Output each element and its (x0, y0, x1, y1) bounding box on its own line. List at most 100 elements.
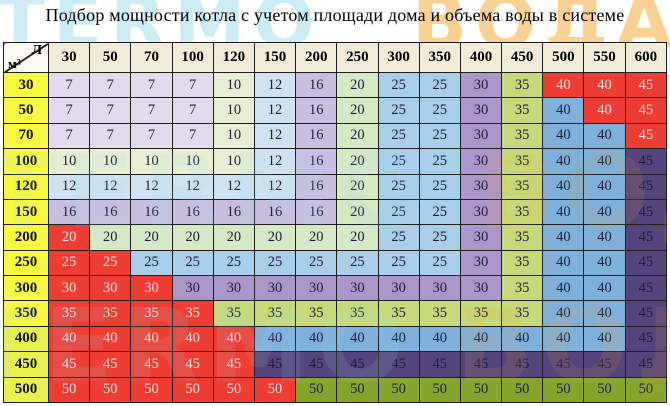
table-cell: 7 (47, 122, 91, 150)
column-header-30: 30 (47, 42, 91, 73)
table-cell: 20 (336, 71, 379, 99)
table-cell: 25 (418, 173, 461, 200)
table-cell: 35 (47, 300, 91, 327)
table-cell: 45 (624, 300, 668, 327)
table-cell: 16 (295, 173, 338, 200)
table-row-400: 400 40 40 40 40 40 40 40 40 40 40 40 40 40 40 45 (3, 325, 668, 353)
table-cell: 25 (377, 148, 420, 175)
table-cell: 10 (47, 148, 91, 175)
column-header-250: 250 (336, 42, 379, 73)
table-cell: 40 (542, 97, 585, 124)
table-cell: 16 (295, 97, 338, 124)
table-cell: 35 (501, 300, 544, 327)
table-row-100: 100 10 10 10 10 10 12 16 20 25 25 30 35 40 40 45 (3, 148, 668, 175)
table-cell: 40 (418, 325, 461, 353)
table-cell: 25 (377, 122, 420, 150)
table-cell: 40 (253, 325, 297, 353)
table-cell: 25 (377, 97, 420, 124)
table-cell: 45 (624, 122, 668, 150)
table-cell: 35 (418, 300, 461, 327)
table-cell: 7 (130, 122, 173, 150)
table-cell: 30 (377, 274, 420, 302)
table-cell: 25 (418, 249, 461, 277)
table-cell: 10 (212, 122, 255, 150)
table-cell: 25 (130, 249, 173, 277)
table-cell: 25 (418, 97, 461, 124)
column-header-100: 100 (171, 42, 214, 73)
table-cell: 10 (89, 148, 132, 175)
table-cell: 40 (542, 173, 585, 200)
table-cell: 12 (253, 71, 297, 99)
table-cell: 45 (459, 351, 503, 378)
table-cell: 40 (295, 325, 338, 353)
table-cell: 30 (89, 274, 132, 302)
table-cell: 45 (624, 71, 668, 99)
table-cell: 20 (336, 97, 379, 124)
table-row-150: 150 16 16 16 16 16 16 16 20 25 25 30 35 40 40 45 (3, 198, 668, 226)
table-cell: 40 (336, 325, 379, 353)
table-cell: 7 (89, 71, 132, 99)
table-cell: 20 (171, 224, 214, 251)
table-row-250: 250 25 25 25 25 25 25 25 25 25 25 30 35 40 40 45 (3, 249, 668, 277)
table-cell: 50 (89, 376, 132, 403)
table-cell: 40 (171, 325, 214, 353)
column-header-50: 50 (89, 42, 132, 73)
table-cell: 45 (624, 148, 668, 175)
table-cell: 50 (459, 376, 503, 403)
table-row-30: 30 7 7 7 7 10 12 16 20 25 25 30 35 40 40 45 (3, 71, 668, 99)
table-cell: 40 (542, 300, 585, 327)
table-cell: 12 (253, 122, 297, 150)
table-cell: 40 (47, 325, 91, 353)
table-cell: 35 (501, 122, 544, 150)
table-cell: 35 (130, 300, 173, 327)
table-cell: 40 (542, 122, 585, 150)
table-cell: 40 (583, 122, 626, 150)
table-cell: 20 (336, 173, 379, 200)
table-cell: 30 (418, 274, 461, 302)
table-cell: 40 (501, 325, 544, 353)
table-cell: 40 (583, 173, 626, 200)
table-cell: 16 (89, 198, 132, 226)
table-cell: 20 (336, 224, 379, 251)
table-cell: 7 (89, 122, 132, 150)
table-cell: 12 (89, 173, 132, 200)
table-cell: 35 (212, 300, 255, 327)
table-cell: 7 (47, 97, 91, 124)
table-cell: 35 (501, 198, 544, 226)
table-cell: 25 (89, 249, 132, 277)
row-header-250: 250 (3, 249, 49, 277)
table-cell: 25 (295, 249, 338, 277)
table-cell: 45 (212, 351, 255, 378)
row-header-30: 30 (3, 71, 49, 99)
row-header-200: 200 (3, 224, 49, 251)
table-cell: 30 (459, 274, 503, 302)
table-cell: 25 (377, 224, 420, 251)
table-cell: 25 (377, 173, 420, 200)
table-cell: 50 (130, 376, 173, 403)
table-cell: 16 (47, 198, 91, 226)
table-cell: 40 (583, 224, 626, 251)
table-cell: 20 (253, 224, 297, 251)
table-cell: 25 (377, 71, 420, 99)
table-cell: 20 (47, 224, 91, 251)
table-cell: 10 (212, 71, 255, 99)
table-cell: 40 (542, 198, 585, 226)
column-header-550: 550 (583, 42, 626, 73)
row-header-350: 350 (3, 300, 49, 327)
table-cell: 40 (583, 71, 626, 99)
table-cell: 7 (89, 97, 132, 124)
table-cell: 40 (583, 325, 626, 353)
table-cell: 35 (89, 300, 132, 327)
table-cell: 35 (459, 300, 503, 327)
table-cell: 45 (377, 351, 420, 378)
table-cell: 20 (336, 198, 379, 226)
table-cell: 10 (171, 148, 214, 175)
table-cell: 40 (377, 325, 420, 353)
table-cell: 10 (130, 148, 173, 175)
table-cell: 30 (459, 148, 503, 175)
table-cell: 20 (336, 122, 379, 150)
column-header-70: 70 (130, 42, 173, 73)
table-cell: 50 (171, 376, 214, 403)
table-cell: 7 (130, 97, 173, 124)
table-cell: 25 (253, 249, 297, 277)
